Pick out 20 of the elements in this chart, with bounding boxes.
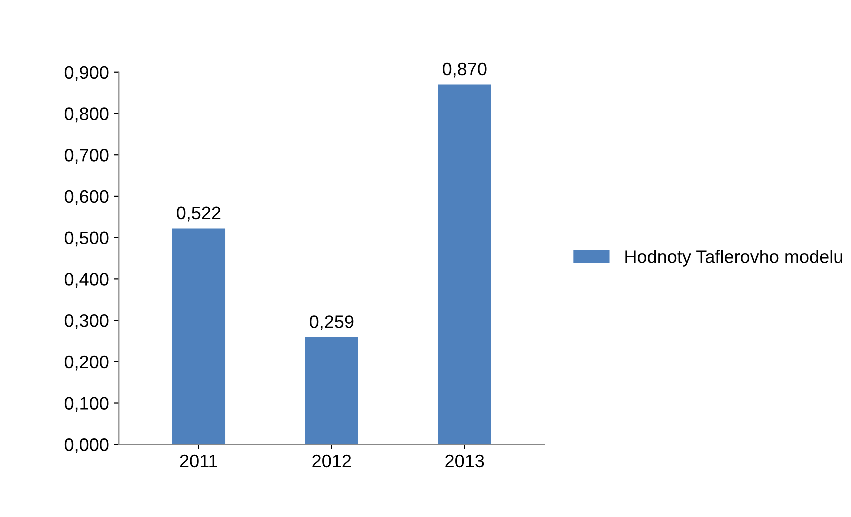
bar — [438, 84, 492, 445]
data-label: 0,870 — [442, 62, 487, 78]
y-tick-label: 0,000 — [64, 438, 109, 454]
bar — [172, 228, 226, 445]
y-tick-label: 0,200 — [64, 356, 109, 371]
x-tick-label: 2012 — [312, 454, 352, 468]
y-tick-label: 0,900 — [64, 66, 109, 82]
y-tick-label: 0,400 — [64, 273, 109, 288]
y-tick-label: 0,600 — [64, 190, 109, 206]
legend-label: Hodnoty Taflerovho modelu — [626, 250, 842, 267]
y-tick-label: 0,700 — [64, 149, 109, 164]
bar — [305, 338, 358, 445]
y-tick-label: 0,500 — [64, 232, 109, 247]
y-tick-label: 0,800 — [64, 108, 109, 123]
y-tick-label: 0,300 — [64, 314, 109, 330]
data-label: 0,522 — [177, 206, 221, 222]
x-tick-label: 2013 — [446, 454, 484, 468]
data-label: 0,259 — [310, 316, 354, 331]
y-tick-label: 0,100 — [64, 397, 109, 412]
x-tick-label: 2011 — [180, 454, 218, 468]
